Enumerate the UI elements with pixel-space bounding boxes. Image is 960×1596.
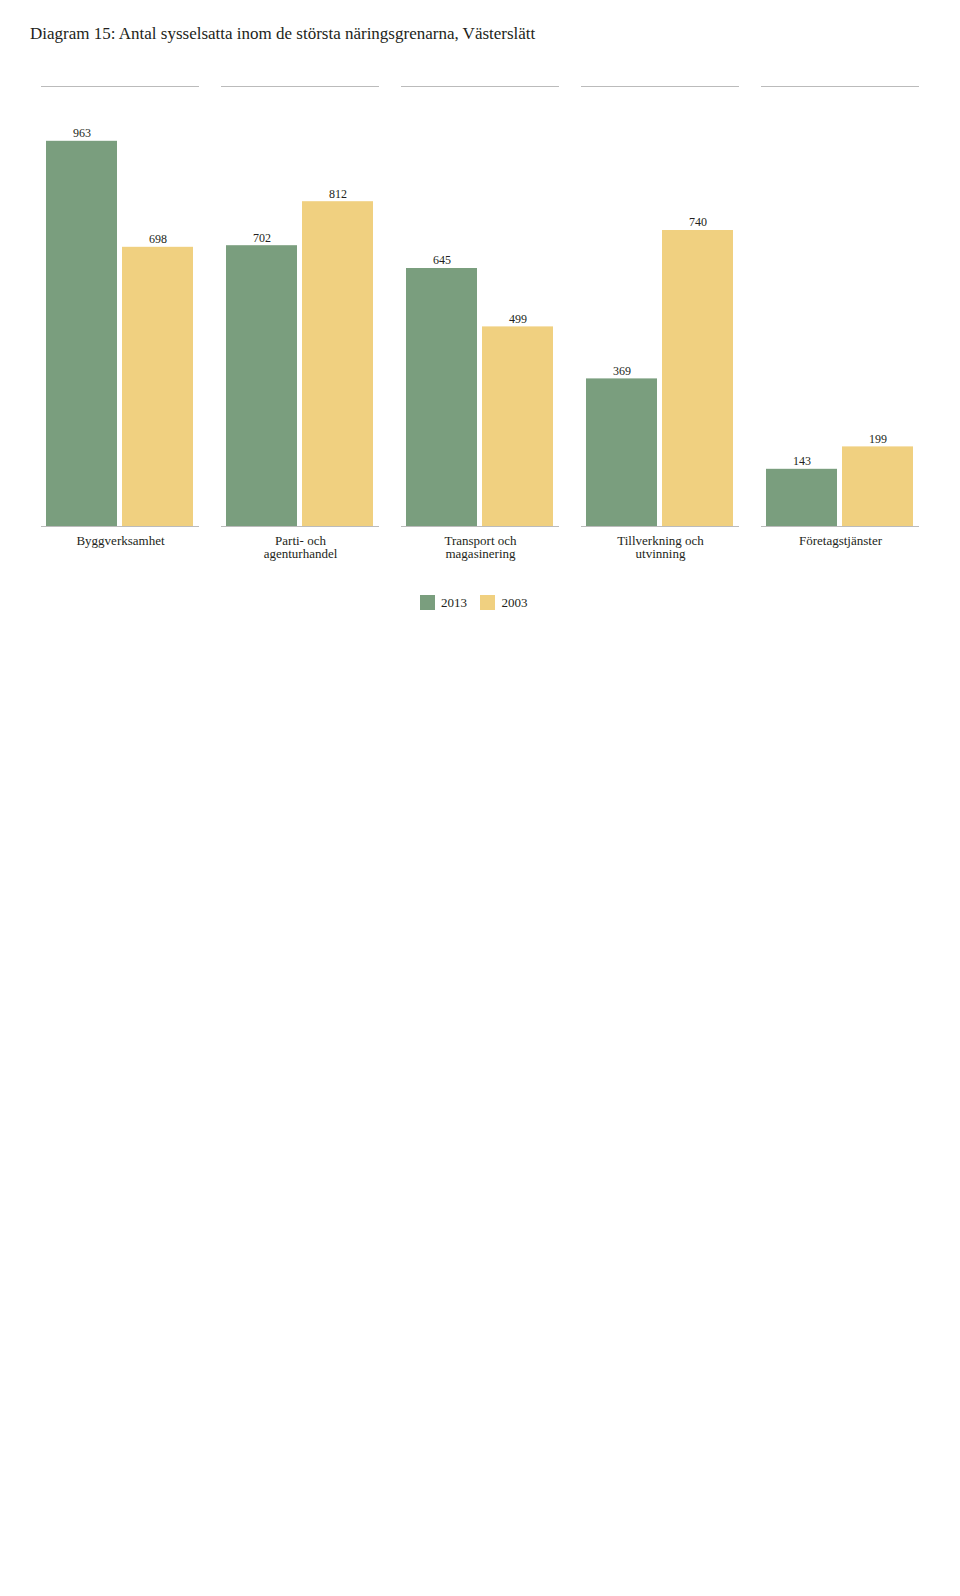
html-text:Diagram 15: Antal sysselsatta: Diagram 15: Antal sysselsatta inom de st… bbox=[30, 24, 536, 43]
svg-text:Parti- ochagenturhandel: Parti- ochagenturhandel bbox=[264, 533, 338, 561]
svg-text:Byggverksamhet: Byggverksamhet bbox=[76, 533, 164, 548]
svg-text:698: 698 bbox=[149, 232, 167, 246]
svg-text:702: 702 bbox=[253, 231, 271, 245]
svg-text:499: 499 bbox=[509, 312, 527, 326]
svg-text:143: 143 bbox=[793, 454, 811, 468]
svg-text:963: 963 bbox=[73, 126, 91, 140]
html-text:2003: 2003 bbox=[501, 594, 528, 610]
svg-text:740: 740 bbox=[689, 215, 707, 229]
svg-text:Företagstjänster: Företagstjänster bbox=[799, 533, 883, 548]
svg-text:812: 812 bbox=[329, 187, 347, 201]
svg-text:645: 645 bbox=[433, 253, 451, 267]
svg-text:Transport ochmagasinering: Transport ochmagasinering bbox=[444, 533, 517, 561]
svg-text:369: 369 bbox=[613, 364, 631, 378]
svg-text:199: 199 bbox=[869, 432, 887, 446]
html-text:2013: 2013 bbox=[441, 594, 467, 610]
svg-text:Tillverkning ochutvinning: Tillverkning ochutvinning bbox=[617, 533, 704, 561]
